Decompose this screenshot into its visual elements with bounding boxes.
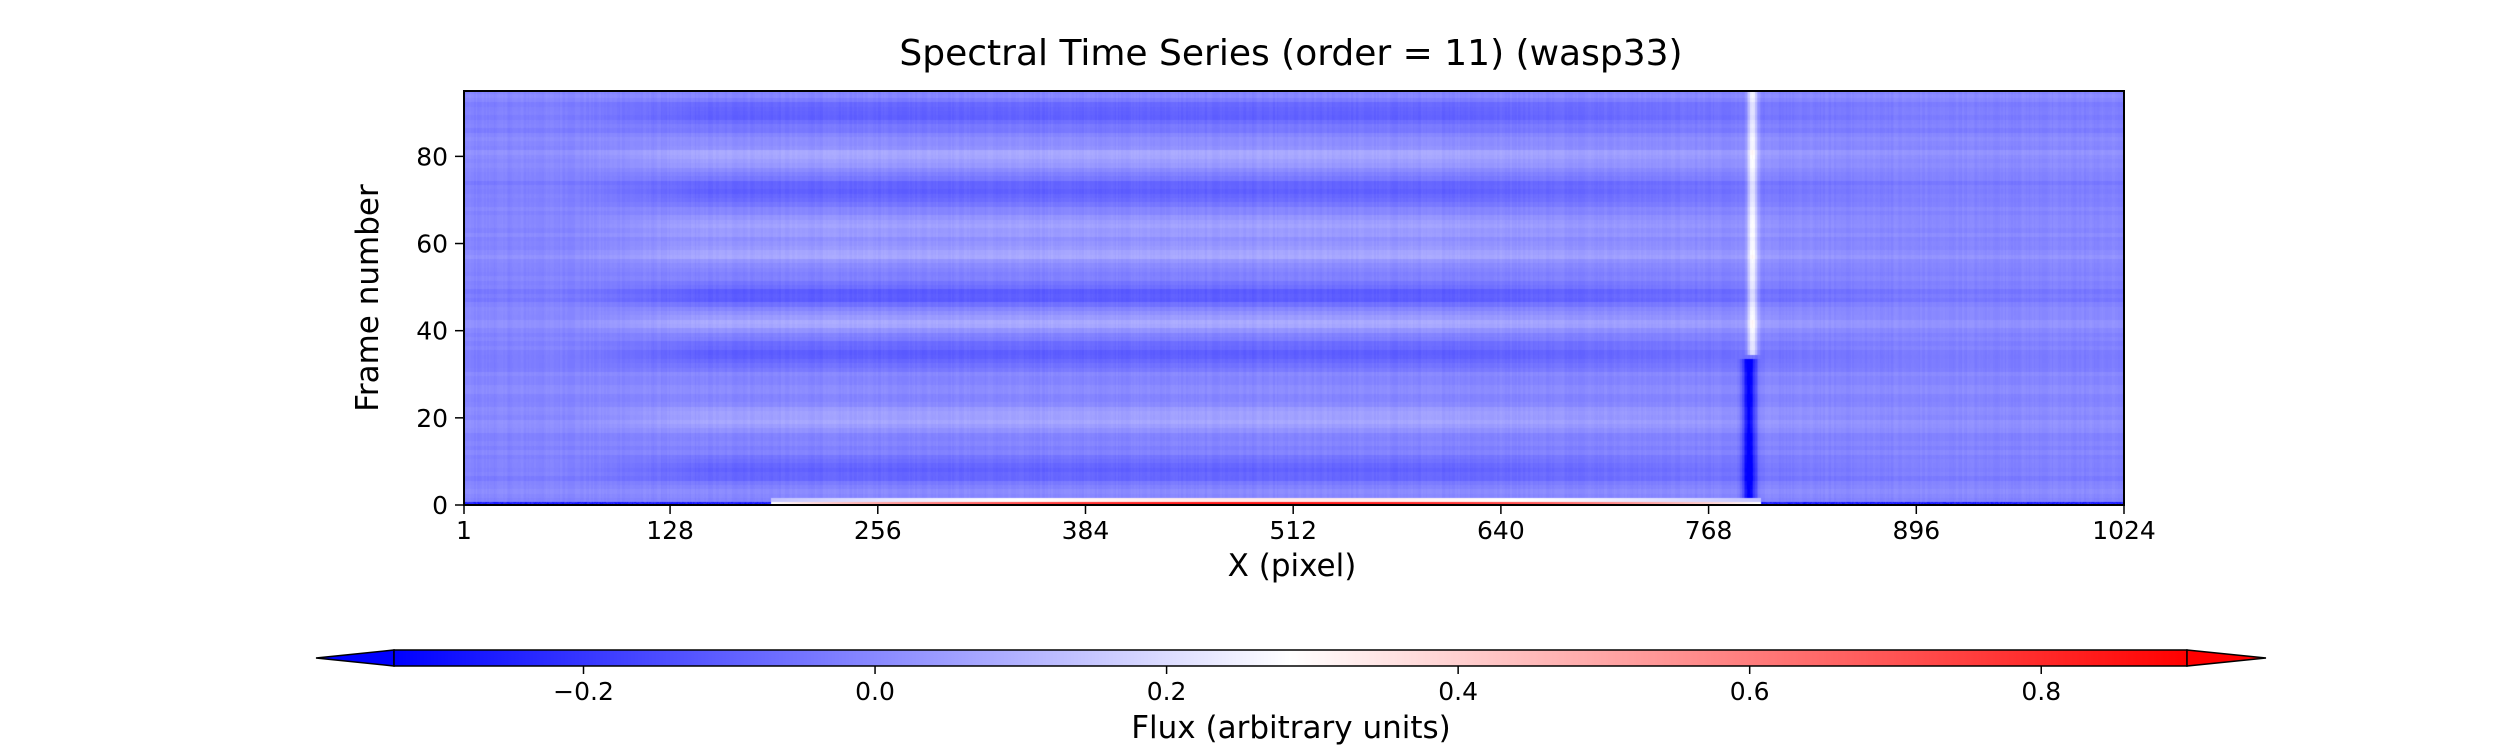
y-tick-label: 60 (416, 230, 448, 259)
x-tick-label: 768 (1685, 516, 1733, 545)
y-tick-label: 40 (416, 317, 448, 346)
colorbar-extend-high (2186, 649, 2267, 667)
y-axis: 0 20 40 60 80 (416, 142, 464, 520)
x-tick-label: 1 (456, 516, 472, 545)
plot-frame (463, 90, 2125, 506)
colorbar-gradient (393, 649, 2188, 667)
y-tick-label: 80 (416, 142, 448, 171)
x-axis: 1 128 256 384 512 640 768 896 1024 (456, 505, 2156, 545)
colorbar-tick-label: 0.6 (1730, 677, 1770, 706)
x-tick-label: 1024 (2092, 516, 2156, 545)
x-tick-label: 256 (854, 516, 902, 545)
colorbar-tick-label: 0.4 (1438, 677, 1478, 706)
x-tick-label: 640 (1477, 516, 1525, 545)
chart-title: Spectral Time Series (order = 11) (wasp3… (899, 33, 1682, 74)
x-tick-label: 512 (1269, 516, 1317, 545)
colorbar: −0.2 0.0 0.2 0.4 0.6 0.8 Flux (arbitrary unit… (315, 649, 2267, 746)
colorbar-ticks: −0.2 0.0 0.2 0.4 0.6 0.8 (553, 666, 2061, 706)
heatmap-plot (463, 90, 2125, 506)
colorbar-tick-label: 0.2 (1147, 677, 1187, 706)
colorbar-extend-low (315, 649, 395, 667)
colorbar-tick-label: −0.2 (553, 677, 614, 706)
heatmap-image (464, 91, 2124, 505)
x-tick-label: 128 (646, 516, 694, 545)
y-axis-label: Frame number (350, 184, 386, 412)
y-tick-label: 0 (432, 491, 448, 520)
y-tick-label: 20 (416, 404, 448, 433)
colorbar-label: Flux (arbitrary units) (1131, 710, 1451, 746)
x-axis-label: X (pixel) (1228, 548, 1357, 584)
x-tick-label: 384 (1062, 516, 1110, 545)
colorbar-tick-label: 0.8 (2021, 677, 2061, 706)
colorbar-tick-label: 0.0 (855, 677, 895, 706)
x-tick-label: 896 (1892, 516, 1940, 545)
